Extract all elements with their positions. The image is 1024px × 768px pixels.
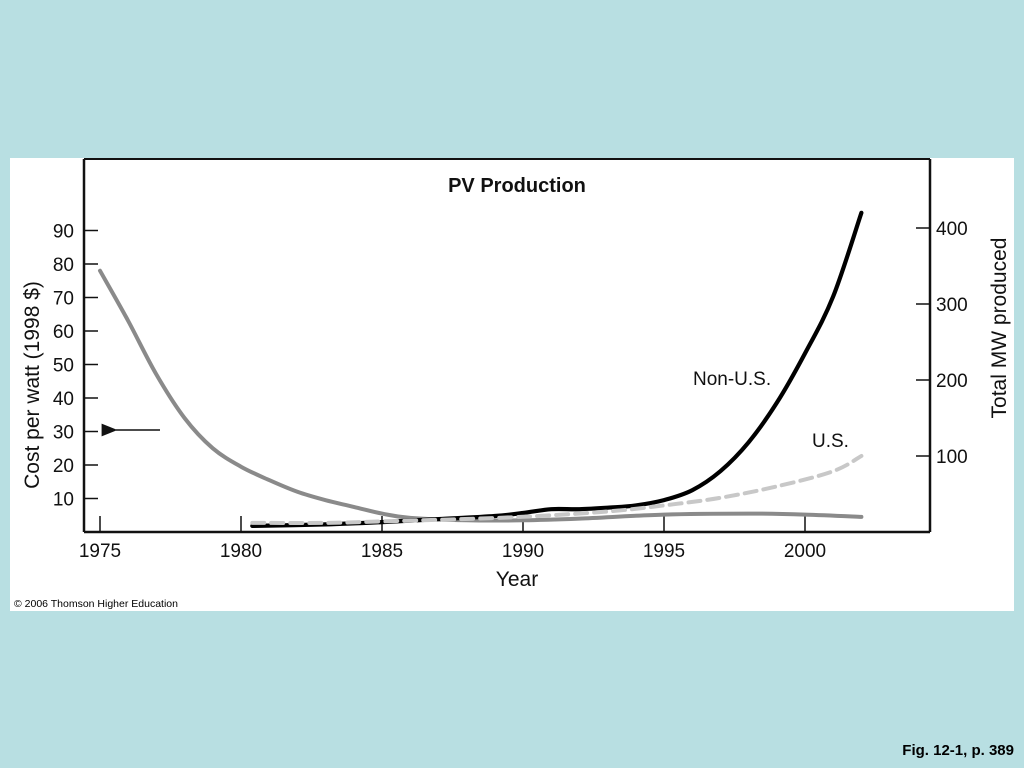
y-left-tick-label-90: 90 — [53, 222, 74, 243]
y-right-tick-label-100: 100 — [936, 447, 968, 468]
y-left-tick-label-30: 30 — [53, 423, 74, 444]
x-axis-title: Year — [496, 568, 538, 591]
copyright-notice: © 2006 Thomson Higher Education — [14, 598, 178, 610]
y-left-tick-label-20: 20 — [53, 456, 74, 477]
x-tick-label-1985: 1985 — [361, 541, 403, 562]
figure-caption: Fig. 12-1, p. 389 — [902, 742, 1014, 759]
y-right-tick-label-400: 400 — [936, 219, 968, 240]
y-left-tick-label-50: 50 — [53, 356, 74, 377]
x-tick-label-1980: 1980 — [220, 541, 262, 562]
y-right-tick-label-300: 300 — [936, 295, 968, 316]
y-left-tick-label-10: 10 — [53, 490, 74, 511]
pv-production-chart: 1975 1980 1985 1990 1995 2000 10 20 30 40 50 60 70 80… — [21, 158, 1011, 591]
series-label-us: U.S. — [812, 431, 849, 452]
x-tick-label-2000: 2000 — [784, 541, 826, 562]
chart-title: PV Production — [448, 175, 586, 197]
y-left-tick-label-40: 40 — [53, 389, 74, 410]
x-tick-label-1990: 1990 — [502, 541, 544, 562]
y-right-tick-label-200: 200 — [936, 371, 968, 392]
y-axis-right-title: Total MW produced — [988, 238, 1011, 419]
y-left-tick-label-60: 60 — [53, 322, 74, 343]
x-tick-label-1995: 1995 — [643, 541, 685, 562]
series-cost-per-watt — [98, 268, 864, 523]
figure-panel: 1975 1980 1985 1990 1995 2000 10 20 30 40 50 60 70 80… — [10, 158, 1014, 611]
x-tick-label-1975: 1975 — [79, 541, 121, 562]
y-axis-left-title: Cost per watt (1998 $) — [21, 281, 44, 489]
series-label-non-us: Non-U.S. — [693, 369, 771, 390]
y-left-tick-label-70: 70 — [53, 289, 74, 310]
series-us — [250, 454, 864, 525]
y-left-tick-label-80: 80 — [53, 255, 74, 276]
